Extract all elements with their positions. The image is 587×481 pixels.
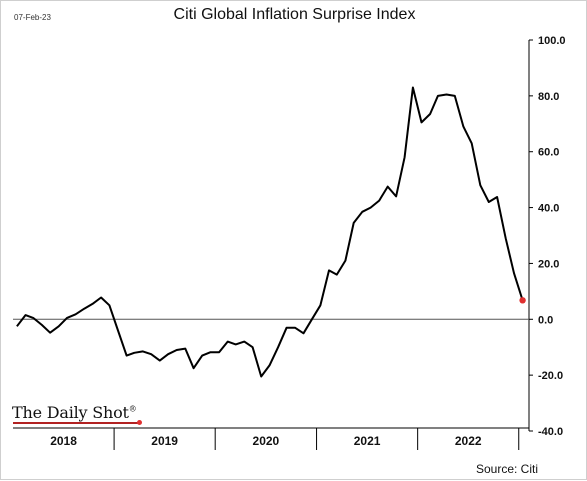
data-point <box>142 350 144 352</box>
data-point <box>58 325 60 327</box>
data-point <box>513 272 515 274</box>
y-tick-label: 40.0 <box>538 203 559 215</box>
data-point <box>496 196 498 198</box>
data-point <box>328 269 330 271</box>
data-point <box>361 211 363 213</box>
data-point <box>41 324 43 326</box>
data-point <box>369 206 371 208</box>
date-stamp: 07-Feb-23 <box>14 13 51 22</box>
data-point <box>353 222 355 224</box>
series-layer <box>16 86 526 378</box>
data-point <box>100 296 102 298</box>
data-point <box>235 343 237 345</box>
y-tick-label: 100.0 <box>538 35 566 47</box>
last-data-point <box>519 297 526 304</box>
data-point <box>159 359 161 361</box>
x-axis: 2018 2019 2020 2021 2022 <box>13 427 529 450</box>
y-tick-label: 0.0 <box>538 314 553 326</box>
data-point <box>66 317 68 319</box>
data-point <box>285 327 287 329</box>
data-point <box>505 237 507 239</box>
data-point <box>74 313 76 315</box>
data-point <box>227 340 229 342</box>
data-point <box>91 303 93 305</box>
data-point <box>319 304 321 306</box>
data-point <box>311 318 313 320</box>
year-label: 2018 <box>50 434 77 448</box>
year-label: 2022 <box>455 434 482 448</box>
logo-text: The Daily Shot <box>12 403 129 422</box>
data-point <box>260 375 262 377</box>
year-label: 2019 <box>151 434 178 448</box>
y-tick-label: 80.0 <box>538 91 559 103</box>
y-tick-label: 20.0 <box>538 258 559 270</box>
year-label: 2020 <box>253 434 280 448</box>
data-point <box>429 113 431 115</box>
data-point <box>218 351 220 353</box>
data-point <box>125 354 127 356</box>
data-point <box>49 332 51 334</box>
data-point <box>184 347 186 349</box>
data-point <box>133 352 135 354</box>
data-point <box>437 95 439 97</box>
data-point <box>387 185 389 187</box>
year-label: 2021 <box>354 434 381 448</box>
data-point <box>150 353 152 355</box>
y-tick-label: -20.0 <box>538 370 563 382</box>
data-point <box>192 367 194 369</box>
data-point <box>336 273 338 275</box>
data-point <box>445 93 447 95</box>
data-point <box>108 304 110 306</box>
data-point <box>471 142 473 144</box>
chart-title: Citi Global Inflation Surprise Index <box>173 6 416 23</box>
data-point <box>479 184 481 186</box>
data-point <box>403 156 405 158</box>
data-point <box>412 86 414 88</box>
data-point <box>395 195 397 197</box>
y-axis: -40.0 -20.0 0.0 20.0 40.0 60.0 80.0 100.0 <box>13 35 566 438</box>
data-point <box>344 259 346 261</box>
data-point <box>167 353 169 355</box>
data-point <box>243 340 245 342</box>
data-point <box>83 308 85 310</box>
daily-shot-logo: The Daily Shot® <box>12 403 137 422</box>
logo-dot <box>137 420 142 425</box>
data-point <box>454 95 456 97</box>
data-point <box>294 327 296 329</box>
y-tick-label: 60.0 <box>538 147 559 159</box>
data-point <box>201 354 203 356</box>
series-line <box>16 86 524 378</box>
data-point <box>420 121 422 123</box>
data-point <box>209 351 211 353</box>
logo-registered-mark: ® <box>128 404 137 414</box>
data-point <box>302 332 304 334</box>
data-point <box>268 364 270 366</box>
source-note: Source: Citi <box>475 462 538 476</box>
data-point <box>117 329 119 331</box>
data-point <box>24 314 26 316</box>
data-point <box>251 346 253 348</box>
data-point <box>462 125 464 127</box>
data-point <box>488 201 490 203</box>
data-point <box>378 199 380 201</box>
data-point <box>32 317 34 319</box>
data-point <box>16 325 18 327</box>
logo-underline <box>13 422 139 424</box>
data-point <box>277 346 279 348</box>
y-tick-label: -40.0 <box>538 426 563 438</box>
data-point <box>176 349 178 351</box>
